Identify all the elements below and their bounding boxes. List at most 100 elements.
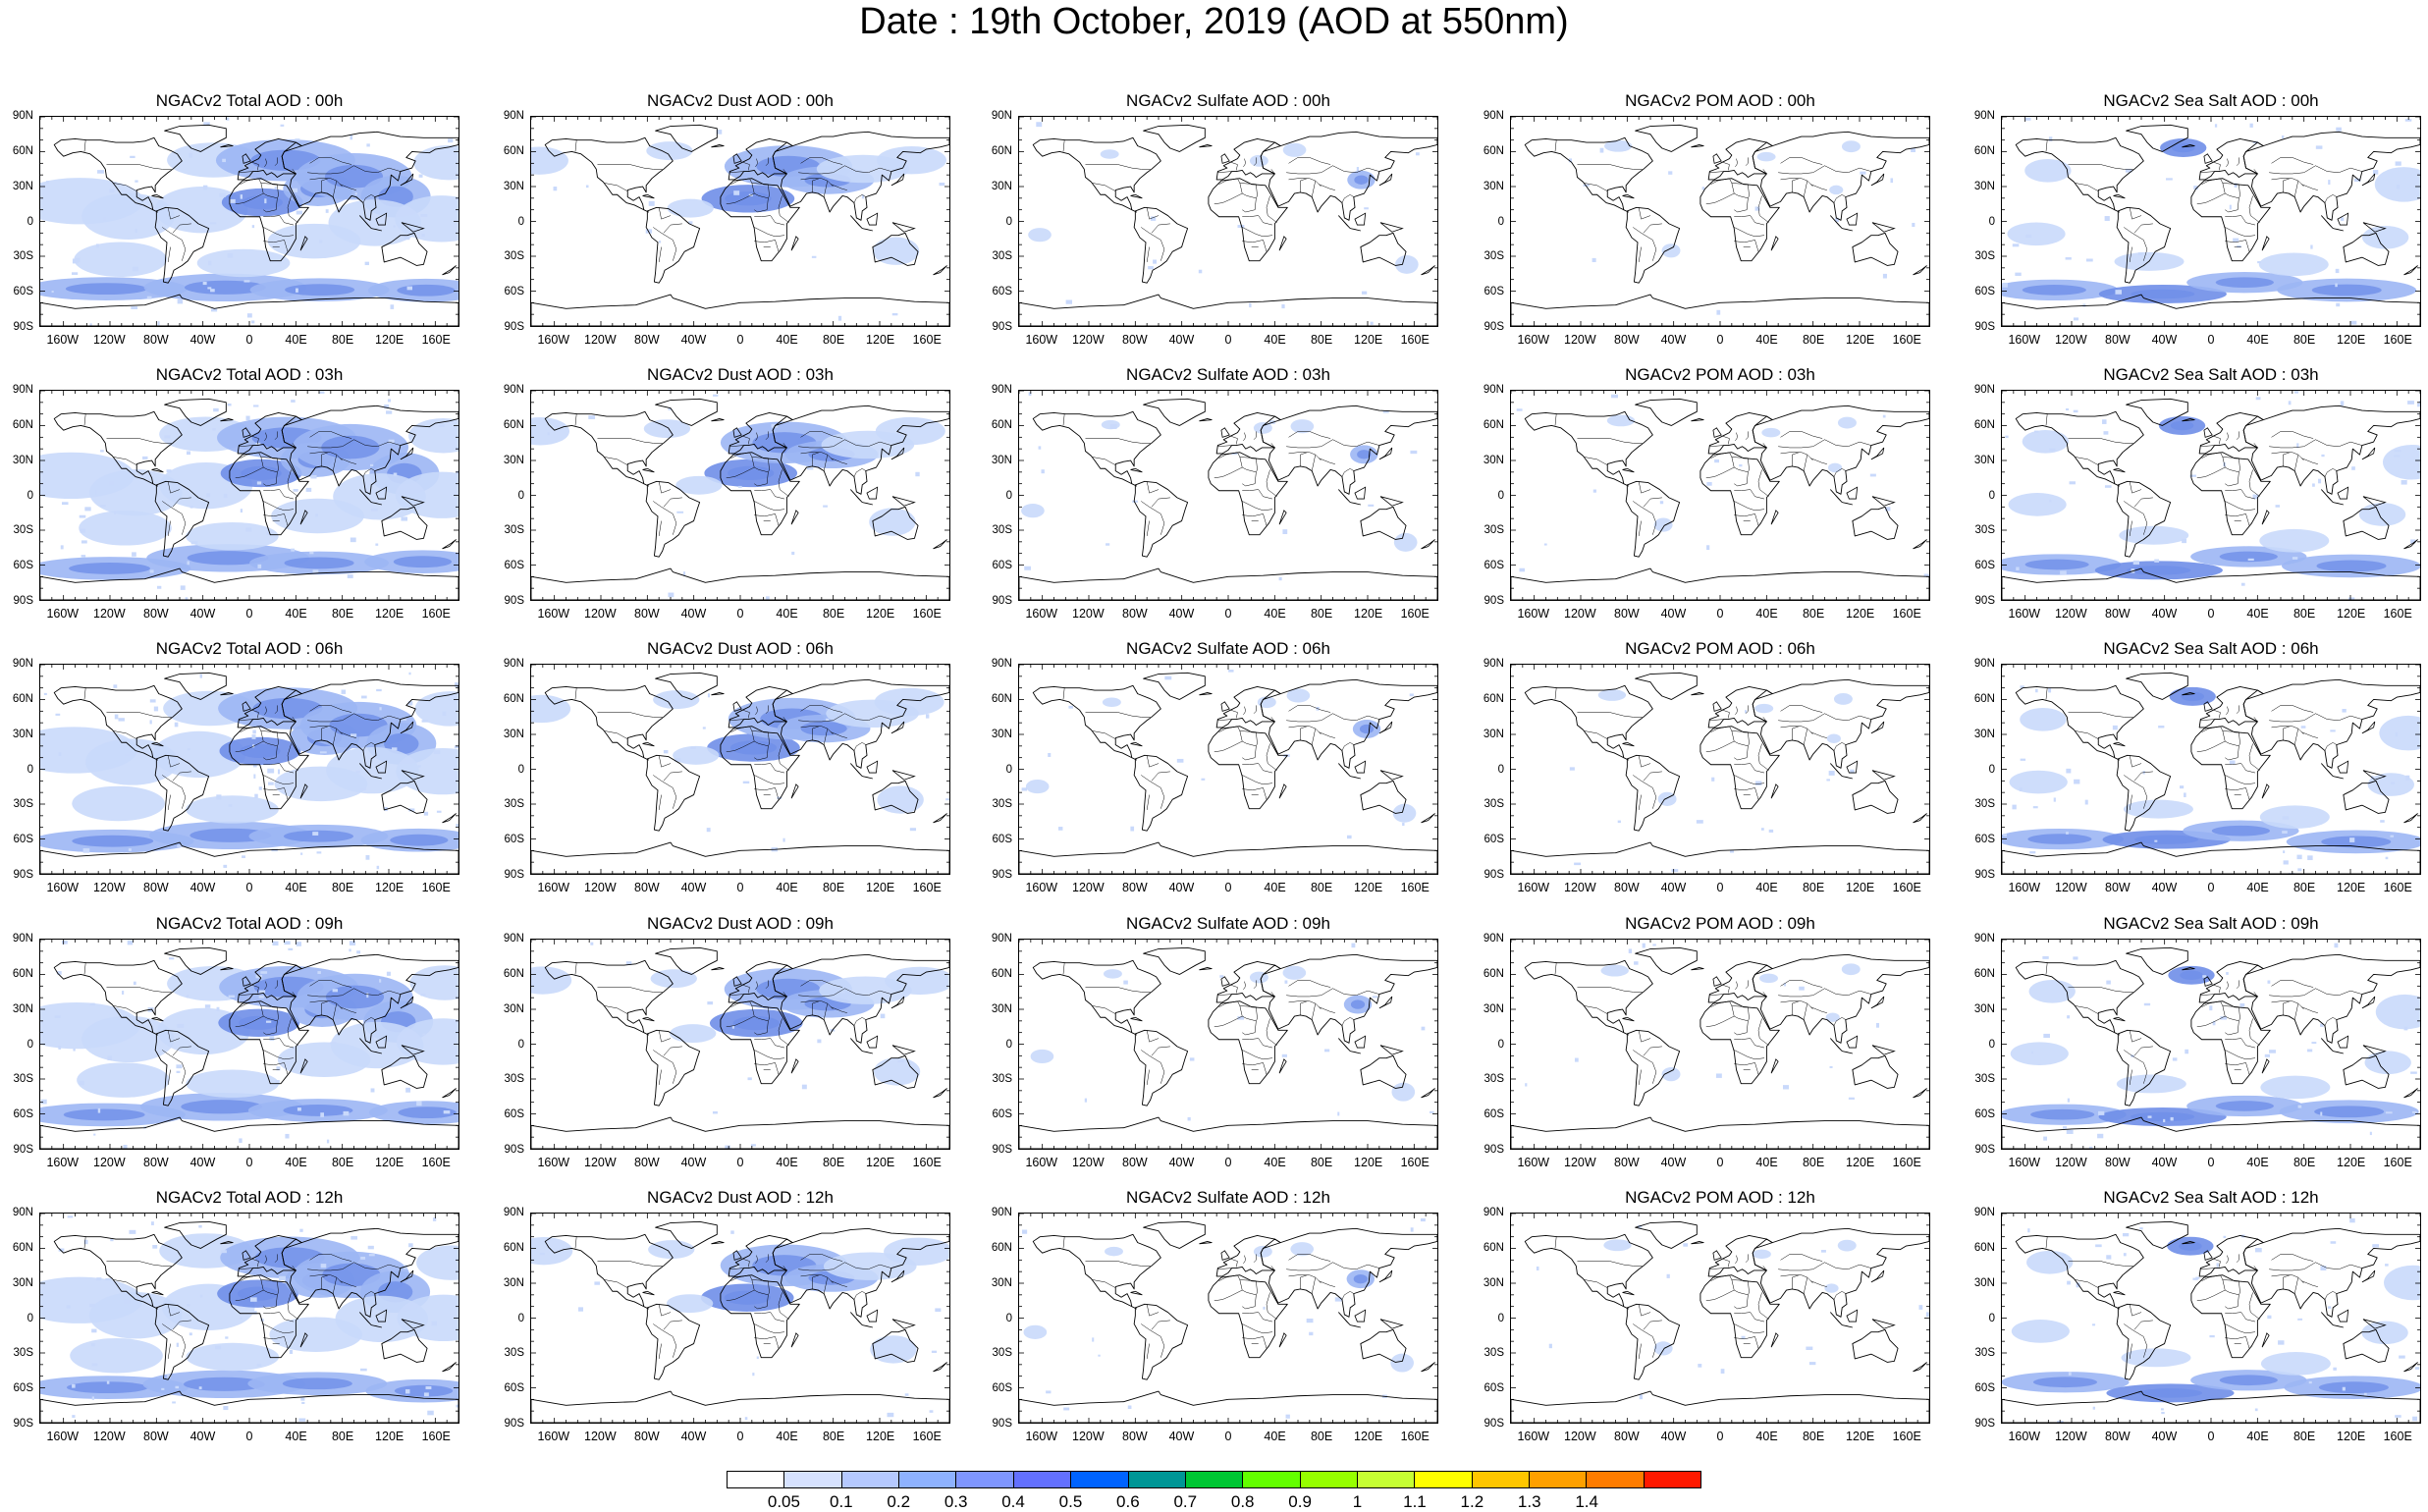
- country-border: [604, 1005, 628, 1014]
- country-border: [2213, 161, 2221, 171]
- aod-shading: [2374, 167, 2420, 202]
- lat-label: 60N: [12, 692, 33, 705]
- country-border: [1242, 1294, 1257, 1310]
- aod-shading-core: [285, 284, 355, 297]
- aod-shading: [89, 469, 183, 516]
- coastline-an: [1019, 1116, 1437, 1149]
- world-map: [1511, 940, 1929, 1149]
- aod-speckle: [239, 1138, 243, 1143]
- aod-speckle: [250, 320, 255, 324]
- country-border: [2293, 455, 2299, 471]
- country-border: [754, 501, 785, 512]
- aod-speckle: [40, 1099, 47, 1105]
- aod-speckle: [1876, 1022, 1880, 1028]
- aod-shading-core: [2311, 284, 2382, 297]
- aod-speckle: [2335, 283, 2338, 288]
- lat-label: 60S: [504, 286, 524, 298]
- island-outline: [711, 144, 725, 148]
- lat-label: 90N: [1973, 658, 1995, 670]
- lat-label: 0: [1988, 489, 1995, 502]
- aod-shading: [869, 508, 916, 536]
- lon-label: 120W: [584, 1156, 617, 1169]
- lat-label: 90S: [504, 869, 524, 881]
- island-outline: [850, 1038, 863, 1052]
- lat-label: 90N: [1483, 384, 1504, 396]
- aod-shading: [2358, 503, 2406, 526]
- aod-shading: [1290, 419, 1315, 434]
- island-outline: [1691, 144, 1704, 148]
- country-border: [321, 178, 329, 192]
- aod-speckle: [95, 489, 98, 495]
- aod-speckle: [125, 753, 130, 757]
- coastline-na: [2015, 959, 2144, 1036]
- panel-title: NGACv2 Total AOD : 00h: [155, 91, 344, 110]
- aod-speckle: [2085, 258, 2093, 262]
- country-border: [263, 1038, 295, 1049]
- aod-speckle: [1569, 767, 1575, 771]
- country-border: [281, 704, 285, 717]
- country-border: [1638, 246, 1642, 262]
- aod-speckle: [702, 727, 706, 729]
- world-map: [1019, 1214, 1437, 1423]
- island-outline: [220, 692, 234, 696]
- coastline-as: [2242, 131, 2420, 221]
- aod-speckle: [1198, 269, 1203, 274]
- island-outline: [1622, 193, 1635, 199]
- aod-shading: [2009, 770, 2068, 794]
- coastline-gr: [1635, 124, 1698, 152]
- lat-label: 90S: [1974, 1144, 1995, 1156]
- country-border: [113, 183, 137, 191]
- country-border: [823, 1277, 829, 1294]
- aod-shading-core: [69, 563, 150, 574]
- island-outline: [1350, 1051, 1361, 1054]
- coastline-as: [1260, 678, 1437, 769]
- aod-shading: [2383, 445, 2420, 480]
- coastline-na: [53, 959, 183, 1036]
- island-outline: [891, 1319, 916, 1329]
- coastline-af: [229, 178, 309, 262]
- aod-speckle: [752, 1373, 755, 1377]
- lon-label: 120E: [375, 333, 405, 347]
- aod-shading: [277, 1042, 371, 1078]
- aod-speckle: [72, 1415, 76, 1419]
- aod-speckle: [384, 404, 390, 409]
- country-border: [1239, 1279, 1243, 1291]
- lat-label: 60N: [991, 418, 1012, 431]
- coastline-gr: [655, 398, 718, 426]
- lon-label: 120E: [1846, 607, 1875, 621]
- country-border: [1146, 246, 1150, 262]
- aod-shading: [1395, 254, 1419, 274]
- coastline-na: [2015, 684, 2144, 761]
- aod-speckle: [1745, 710, 1748, 714]
- country-border: [800, 1000, 834, 1010]
- coastline-sa: [2116, 480, 2172, 558]
- island-outline: [1712, 701, 1722, 712]
- aod-speckle: [66, 1305, 71, 1309]
- lat-label: 0: [1497, 489, 1504, 502]
- lon-label: 120W: [1072, 881, 1105, 894]
- aod-shading: [1253, 422, 1272, 434]
- aod-speckle: [2340, 401, 2345, 406]
- aod-speckle: [176, 1070, 181, 1073]
- aod-speckle: [2347, 597, 2355, 600]
- country-border: [1705, 178, 1750, 205]
- country-border: [172, 771, 191, 782]
- aod-speckle: [2330, 729, 2336, 732]
- country-border: [2225, 513, 2250, 526]
- coastline-au: [1852, 780, 1899, 814]
- aod-speckle: [1364, 207, 1369, 210]
- country-border: [1242, 1312, 1273, 1323]
- country-border: [1745, 980, 1749, 989]
- country-border: [2045, 139, 2048, 152]
- lat-label: 90S: [504, 321, 524, 333]
- island-outline: [862, 502, 873, 506]
- aod-speckle: [2073, 409, 2078, 413]
- aod-speckle: [553, 187, 558, 191]
- country-border: [833, 439, 891, 448]
- aod-speckle: [2158, 726, 2165, 729]
- aod-speckle: [2410, 1071, 2417, 1074]
- aod-shading-core: [728, 465, 775, 480]
- country-border: [831, 1280, 847, 1287]
- coastline-gr: [164, 1220, 227, 1249]
- aod-speckle: [89, 323, 92, 326]
